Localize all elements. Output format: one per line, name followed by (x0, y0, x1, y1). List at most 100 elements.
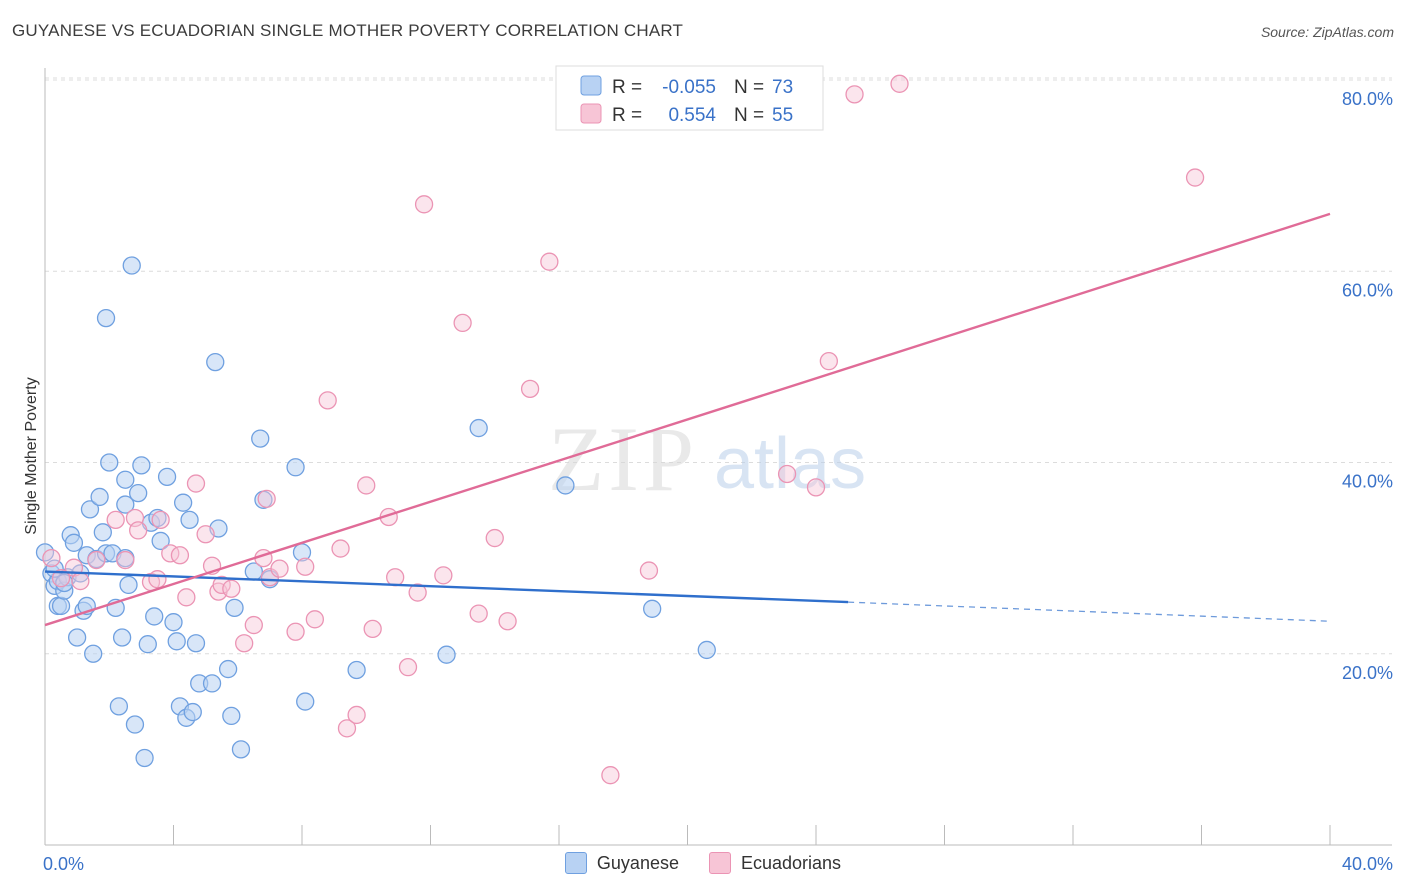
data-point-ecuadorians (639, 561, 659, 580)
axes (44, 68, 1392, 846)
chart-title: GUYANESE VS ECUADORIAN SINGLE MOTHER POV… (12, 21, 684, 40)
data-point-guyanese (93, 523, 112, 542)
trend-line-guyanese (44, 570, 849, 604)
data-point-guyanese (148, 508, 167, 528)
data-point-guyanese (135, 748, 154, 768)
data-point-ecuadorians (177, 588, 196, 607)
data-point-guyanese (222, 706, 241, 726)
legend-n-value-guyanese: 73 (772, 77, 793, 98)
data-point-ecuadorians (601, 766, 620, 785)
source-label: Source: ZipAtlas.com (1260, 24, 1394, 40)
legend-label-ecuadorians: Ecuadorians (740, 852, 842, 873)
data-point-guyanese (132, 456, 151, 475)
data-point-guyanese (90, 487, 109, 507)
ecuadorians-swatch (708, 852, 731, 874)
data-point-ecuadorians (414, 195, 434, 214)
data-point-ecuadorians (87, 550, 106, 570)
data-point-ecuadorians (434, 566, 453, 585)
x-tick-label: 0.0% (43, 854, 84, 874)
data-point-guyanese (173, 493, 193, 512)
y-tick-label: 80.0% (1342, 89, 1393, 109)
data-point-ecuadorians (331, 539, 350, 558)
data-point-guyanese (437, 645, 456, 664)
data-point-guyanese (100, 453, 119, 472)
data-point-ecuadorians (469, 604, 488, 623)
legend-r-label-ecuadorians: R = (612, 105, 642, 126)
data-point-guyanese (556, 476, 575, 495)
data-point-ecuadorians (453, 313, 472, 333)
data-point-ecuadorians (386, 568, 405, 587)
legend-r-value-ecuadorians: 0.554 (668, 105, 716, 126)
data-point-ecuadorians (1185, 168, 1205, 187)
data-point-guyanese (116, 470, 135, 489)
data-point-guyanese (347, 660, 366, 680)
data-point-ecuadorians (196, 525, 215, 544)
legend-swatch-guyanese (580, 75, 602, 96)
trend-line-ecuadorians (44, 212, 1331, 627)
data-point-guyanese (151, 531, 170, 551)
data-point-guyanese (145, 607, 164, 626)
data-point-ecuadorians (347, 705, 366, 725)
legend-r-value-guyanese: -0.055 (662, 77, 716, 98)
guyanese-points (35, 256, 716, 768)
data-point-ecuadorians (890, 74, 909, 93)
data-point-guyanese (251, 429, 270, 448)
legend-n-value-ecuadorians: 55 (772, 105, 793, 126)
data-point-ecuadorians (106, 510, 125, 530)
data-point-guyanese (67, 628, 87, 647)
watermark-atlas: atlas (714, 424, 866, 504)
data-point-guyanese (51, 596, 71, 616)
trend-lines (44, 212, 1331, 627)
data-point-ecuadorians (270, 559, 289, 578)
data-point-guyanese (180, 510, 199, 530)
data-point-ecuadorians (520, 379, 540, 399)
data-point-guyanese (225, 598, 244, 617)
data-point-ecuadorians (222, 579, 241, 598)
data-point-guyanese (109, 697, 129, 716)
data-point-ecuadorians (363, 619, 382, 639)
data-point-guyanese (167, 632, 186, 651)
data-point-ecuadorians (212, 575, 231, 595)
data-point-guyanese (96, 308, 116, 328)
correlation-legend: R = -0.055 N = 73 R = 0.554 N = 55 (555, 65, 824, 131)
data-point-ecuadorians (498, 612, 517, 631)
legend-item-ecuadorians[interactable]: Ecuadorians (708, 852, 842, 874)
data-point-guyanese (202, 674, 222, 693)
data-point-guyanese (138, 635, 157, 654)
data-point-ecuadorians (819, 351, 838, 371)
y-tick-label: 20.0% (1342, 663, 1393, 683)
data-point-ecuadorians (186, 474, 206, 493)
x-tick-label: 40.0% (1342, 854, 1393, 874)
legend-label-guyanese: Guyanese (596, 852, 679, 873)
data-point-ecuadorians (151, 510, 170, 530)
trend-line-guyanese-extension (848, 601, 1331, 622)
y-tick-label: 60.0% (1342, 280, 1393, 300)
data-point-ecuadorians (806, 478, 826, 497)
data-point-ecuadorians (305, 610, 325, 629)
data-point-guyanese (183, 702, 202, 722)
data-point-guyanese (112, 628, 132, 647)
data-point-guyanese (116, 495, 135, 514)
legend-item-guyanese[interactable]: Guyanese (564, 852, 679, 874)
data-point-ecuadorians (318, 391, 337, 410)
data-point-ecuadorians (244, 615, 263, 635)
data-point-guyanese (164, 613, 183, 632)
data-point-guyanese (125, 715, 145, 734)
tick-labels: 20.0% 40.0% 60.0% 80.0% 0.0% 40.0% (43, 89, 1393, 874)
data-point-guyanese (157, 467, 177, 486)
data-point-guyanese (206, 352, 225, 372)
data-point-ecuadorians (485, 528, 504, 548)
watermark: ZIP atlas (548, 408, 866, 510)
data-point-ecuadorians (357, 476, 376, 495)
data-point-guyanese (64, 533, 84, 552)
data-point-guyanese (129, 483, 148, 503)
data-point-ecuadorians (116, 550, 135, 570)
data-point-ecuadorians (408, 583, 427, 602)
y-tick-label: 40.0% (1342, 472, 1393, 492)
data-point-ecuadorians (296, 557, 315, 576)
data-point-guyanese (296, 692, 315, 711)
data-point-ecuadorians (148, 570, 167, 589)
data-point-guyanese (643, 599, 662, 618)
data-point-ecuadorians (845, 85, 864, 104)
